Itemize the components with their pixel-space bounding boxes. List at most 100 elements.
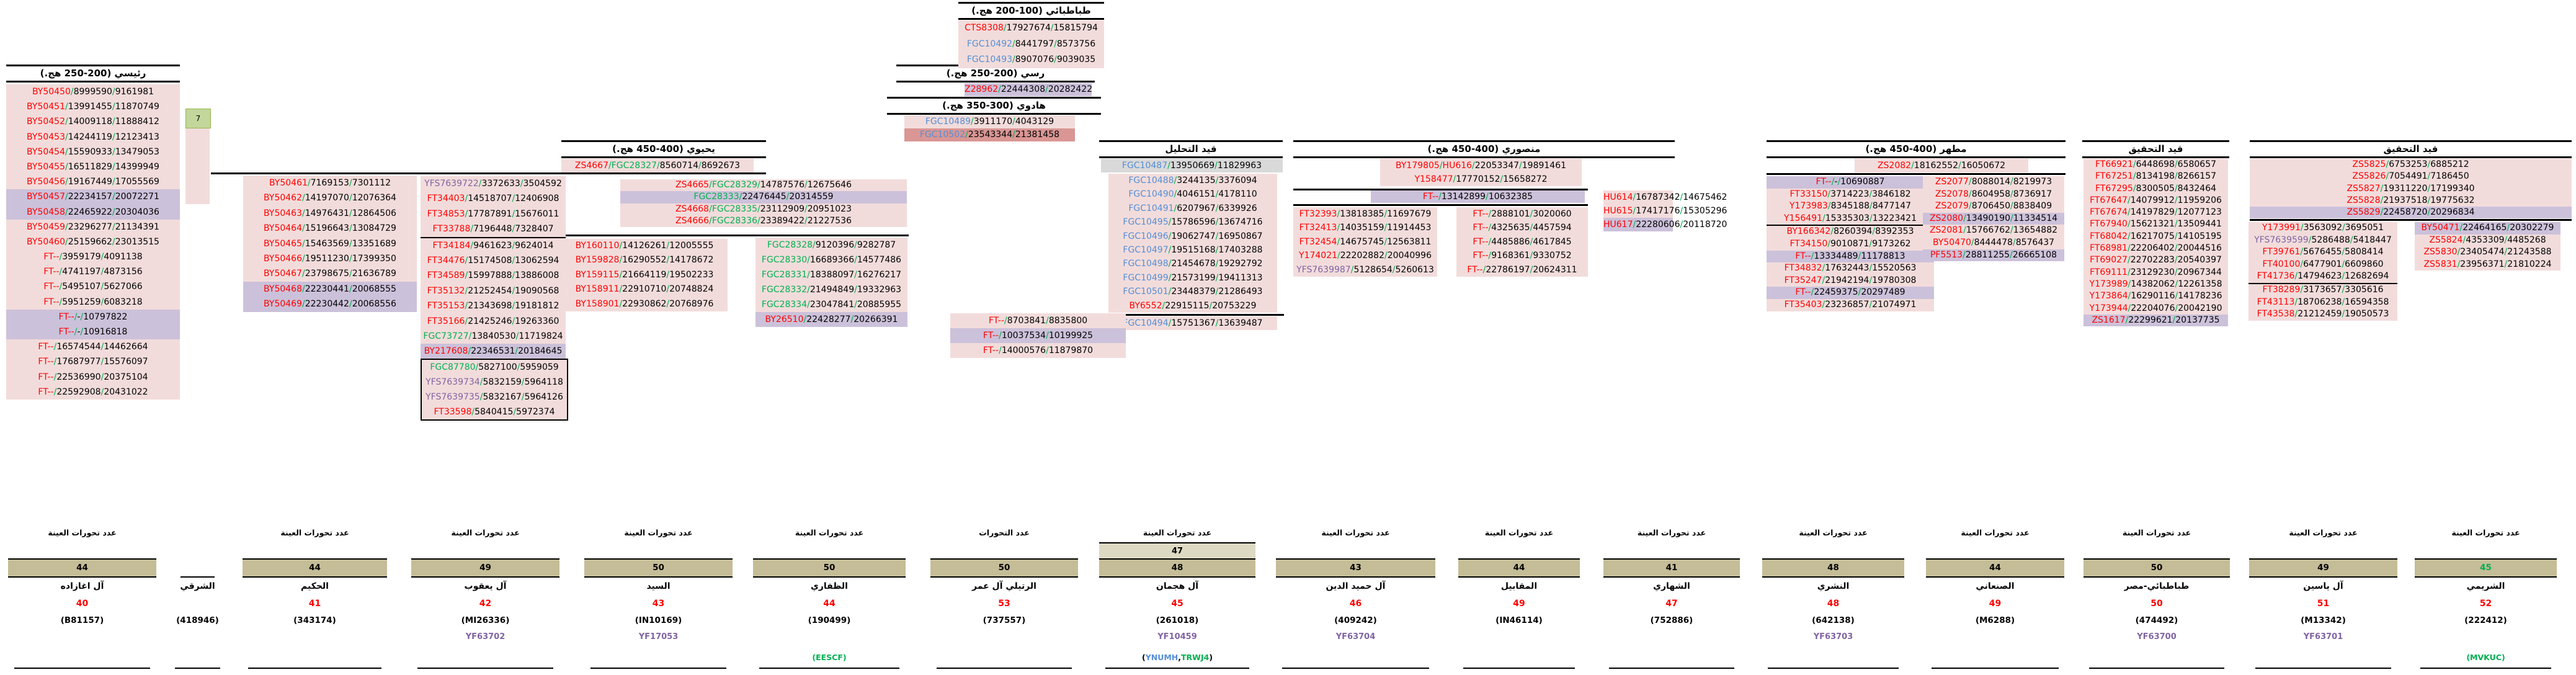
- family-name: آل حميد الدين: [1326, 581, 1386, 591]
- snp-row: FGC10494/15751367/13639487: [1108, 316, 1277, 330]
- family-name: الظفاري: [811, 581, 848, 591]
- snp-row: FT34589/15997888/13886008: [421, 268, 566, 284]
- family-name: آل يعقوب: [464, 581, 507, 591]
- bottom-rule: [936, 668, 1072, 669]
- snp-row: FGC28334/23047841/20885955: [755, 297, 907, 312]
- snp-row: BY50451/13991455/11870749: [6, 99, 180, 115]
- marker-count: 40: [76, 599, 89, 609]
- clade-title-tabatabai: طباطبائي (100-200 هج.): [958, 2, 1104, 20]
- mutation-count: 44: [1458, 558, 1580, 578]
- snp-row: FT--/9168361/9330752: [1456, 249, 1588, 263]
- kit-number: (343174): [293, 615, 336, 625]
- snp-row: BY6552/22915115/20753229: [1108, 298, 1277, 313]
- clade-by50461-rows: BY50461/7169153/7301112 BY50462/14197070/…: [243, 176, 417, 312]
- snp-row: BY217608/22346531/20184645: [421, 344, 566, 359]
- snp-row: FT35166/21425246/19263360: [421, 313, 566, 329]
- snp-row: FGC73727/13840530/11719824: [421, 328, 566, 344]
- family-name: الشرقي: [180, 581, 215, 591]
- sample-mutations-header: عدد تحورات العينة: [2122, 528, 2191, 537]
- snp-row: FGC10487/13950669/11829963: [1101, 159, 1283, 172]
- snp-row: BY50468/22230441/20068555: [243, 281, 417, 297]
- sample-mutations-header: عدد تحورات العينة: [1961, 528, 2030, 537]
- snp-row: ZS2077/8088014/8219973: [1923, 176, 2064, 189]
- clade-title-under-analysis: قيد التحليل: [1099, 140, 1283, 158]
- snp-row: BY50470/8444478/8576437: [1923, 236, 2064, 249]
- family-col-yasin: عدد تحورات العينة 49 آل ياسين 51 (M13342) YF6…: [2249, 524, 2397, 673]
- clade-title-raisi: رئيسي (200-250 هج.): [6, 65, 180, 83]
- snp-row: Y174021/22202882/20040996: [1293, 249, 1437, 263]
- snp-row: FT41736/14794623/12682694: [2248, 270, 2397, 284]
- family-name: السيد: [646, 581, 671, 591]
- snp-row: FGC10491/6207967/6339926: [1108, 201, 1277, 216]
- mutation-count: 50: [584, 558, 733, 578]
- snp-row: FGC10492/8441797/8573756: [958, 36, 1104, 53]
- snp-row: BY50459/23296277/21134391: [6, 219, 180, 235]
- snp-row: FT--/22786197/20624311: [1456, 262, 1588, 277]
- kit-number: (190499): [808, 615, 851, 625]
- snp-row: FT--/4325635/4457594: [1456, 221, 1588, 235]
- snp-row: ZS5828/21937518/19775632: [2250, 194, 2572, 207]
- snp-row: FT--/2888101/3020060: [1456, 207, 1588, 221]
- bottom-rule: [759, 668, 900, 669]
- snp-row: BY50453/14244119/12123413: [6, 129, 180, 145]
- empty-pink-strip: [185, 128, 210, 204]
- family-name: النشري: [1817, 581, 1850, 591]
- snp-row: FGC28332/21494849/19332963: [755, 282, 907, 297]
- bottom-rule: [417, 668, 554, 669]
- bottom-rule: [590, 668, 727, 669]
- clade-verification1-rows: FT66921/6448698/6580657 FT67251/8134198/8…: [2084, 159, 2228, 327]
- snp-row: BY50456/19167449/17055569: [6, 174, 180, 190]
- snp-row: FGC10495/15786596/13674716: [1108, 215, 1277, 230]
- snp-row: FGC28328/9120396/9282787: [755, 238, 907, 253]
- family-col-nashri: عدد تحورات العينة 48 النشري 48 (642138) YF637…: [1762, 524, 1904, 673]
- clade-mutahhar-top-row: ZS2082/18162552/16050672: [1855, 159, 2028, 172]
- clade-yahyawi-right-rows: FGC28328/9120396/9282787 FGC28330/1668936…: [755, 238, 907, 327]
- snp-row: ZS5827/19311220/17199340: [2250, 182, 2572, 195]
- snp-row: FT34853/17787891/15676011: [421, 206, 566, 222]
- clade-yfs-boxed-rows: FGC87780/5827100/5959059 YFS7639734/58321…: [421, 359, 568, 421]
- snp-row: Z28962/22444308/20282422: [965, 83, 1092, 96]
- snp-row: FGC28333/22476445/20314559: [620, 191, 907, 203]
- clade-title-mansuri-label: منصوري (400-450 هج.): [1427, 143, 1541, 154]
- snp-row: FT33150/3714223/3846182: [1767, 188, 1934, 201]
- group-code: (EESCF): [812, 653, 847, 662]
- clade-title-under-verification-1-label: قيد التحقيق: [2128, 143, 2183, 154]
- marker-count: 41: [308, 599, 321, 609]
- connector-line: [1293, 204, 1588, 206]
- snp-row: ZS5831/23956371/21810224: [2415, 258, 2560, 271]
- mutation-count-secondary: 47: [1099, 542, 1255, 560]
- snp-row: FT--/22536990/20375104: [6, 369, 180, 385]
- snp-row: FGC28331/18388097/16276217: [755, 267, 907, 282]
- family-col-hamid-aldin: عدد تحورات العينة 43 آل حميد الدين 46 (40924…: [1276, 524, 1435, 673]
- connector-line: [2250, 219, 2572, 221]
- snp-row: FT--/22592908/20431022: [6, 384, 180, 400]
- snp-row: FT--/4485886/4617845: [1456, 235, 1588, 249]
- clade-mutahhar-right-rows: ZS2077/8088014/8219973 ZS2078/8604958/873…: [1923, 176, 2064, 262]
- snp-row: HU615/17417176/15305296: [1603, 204, 1727, 218]
- marker-count: 45: [1171, 599, 1183, 609]
- clade-title-yahyawi: يحيوي (400-450 هج.): [561, 140, 766, 158]
- kit-number: (B81157): [60, 615, 104, 625]
- marker-count: 51: [2317, 599, 2330, 609]
- family-col-shuraymi: عدد تحورات العينة 45 الشريمي 52 (222412) (MVK…: [2415, 524, 2557, 673]
- clade-analysis-bottom-row: FGC10494/15751367/13639487: [1108, 316, 1277, 330]
- snp-row: FT43113/18706238/16594358: [2248, 296, 2397, 309]
- sample-mutations-header: عدد التحورات: [979, 528, 1030, 537]
- clade-title-rassi-label: رسي (200-250 هج.): [946, 68, 1045, 79]
- snp-row: BY179805/HU616/22053347/19891461: [1380, 159, 1582, 172]
- snp-row: FT38289/3173657/3305616: [2248, 284, 2397, 297]
- snp-row: Y173864/16290116/14178236: [2084, 290, 2228, 303]
- kit-number: (222412): [2464, 615, 2507, 625]
- snp-row: FT69027/22702283/20540397: [2084, 254, 2228, 267]
- marker-count: 52: [2479, 599, 2492, 609]
- snp-row: FT69111/23129230/20967344: [2084, 266, 2228, 279]
- marker-count: 53: [998, 599, 1010, 609]
- yfull-id: YF63704: [1335, 632, 1376, 641]
- snp-row: FT43538/21212459/19050573: [2248, 308, 2397, 321]
- family-col-aghazadeh: عدد تحورات العينة 44 آل اغازاده 40 (B81157): [8, 524, 156, 673]
- snp-row: YFS7639722/3372633/3504592: [421, 176, 566, 192]
- bottom-rule: [175, 668, 220, 669]
- snp-row: FT32393/13818385/11697679: [1293, 207, 1437, 221]
- clade-analysis-ft-rows: FT--/8703841/8835800 FT--/10037534/101999…: [950, 313, 1126, 358]
